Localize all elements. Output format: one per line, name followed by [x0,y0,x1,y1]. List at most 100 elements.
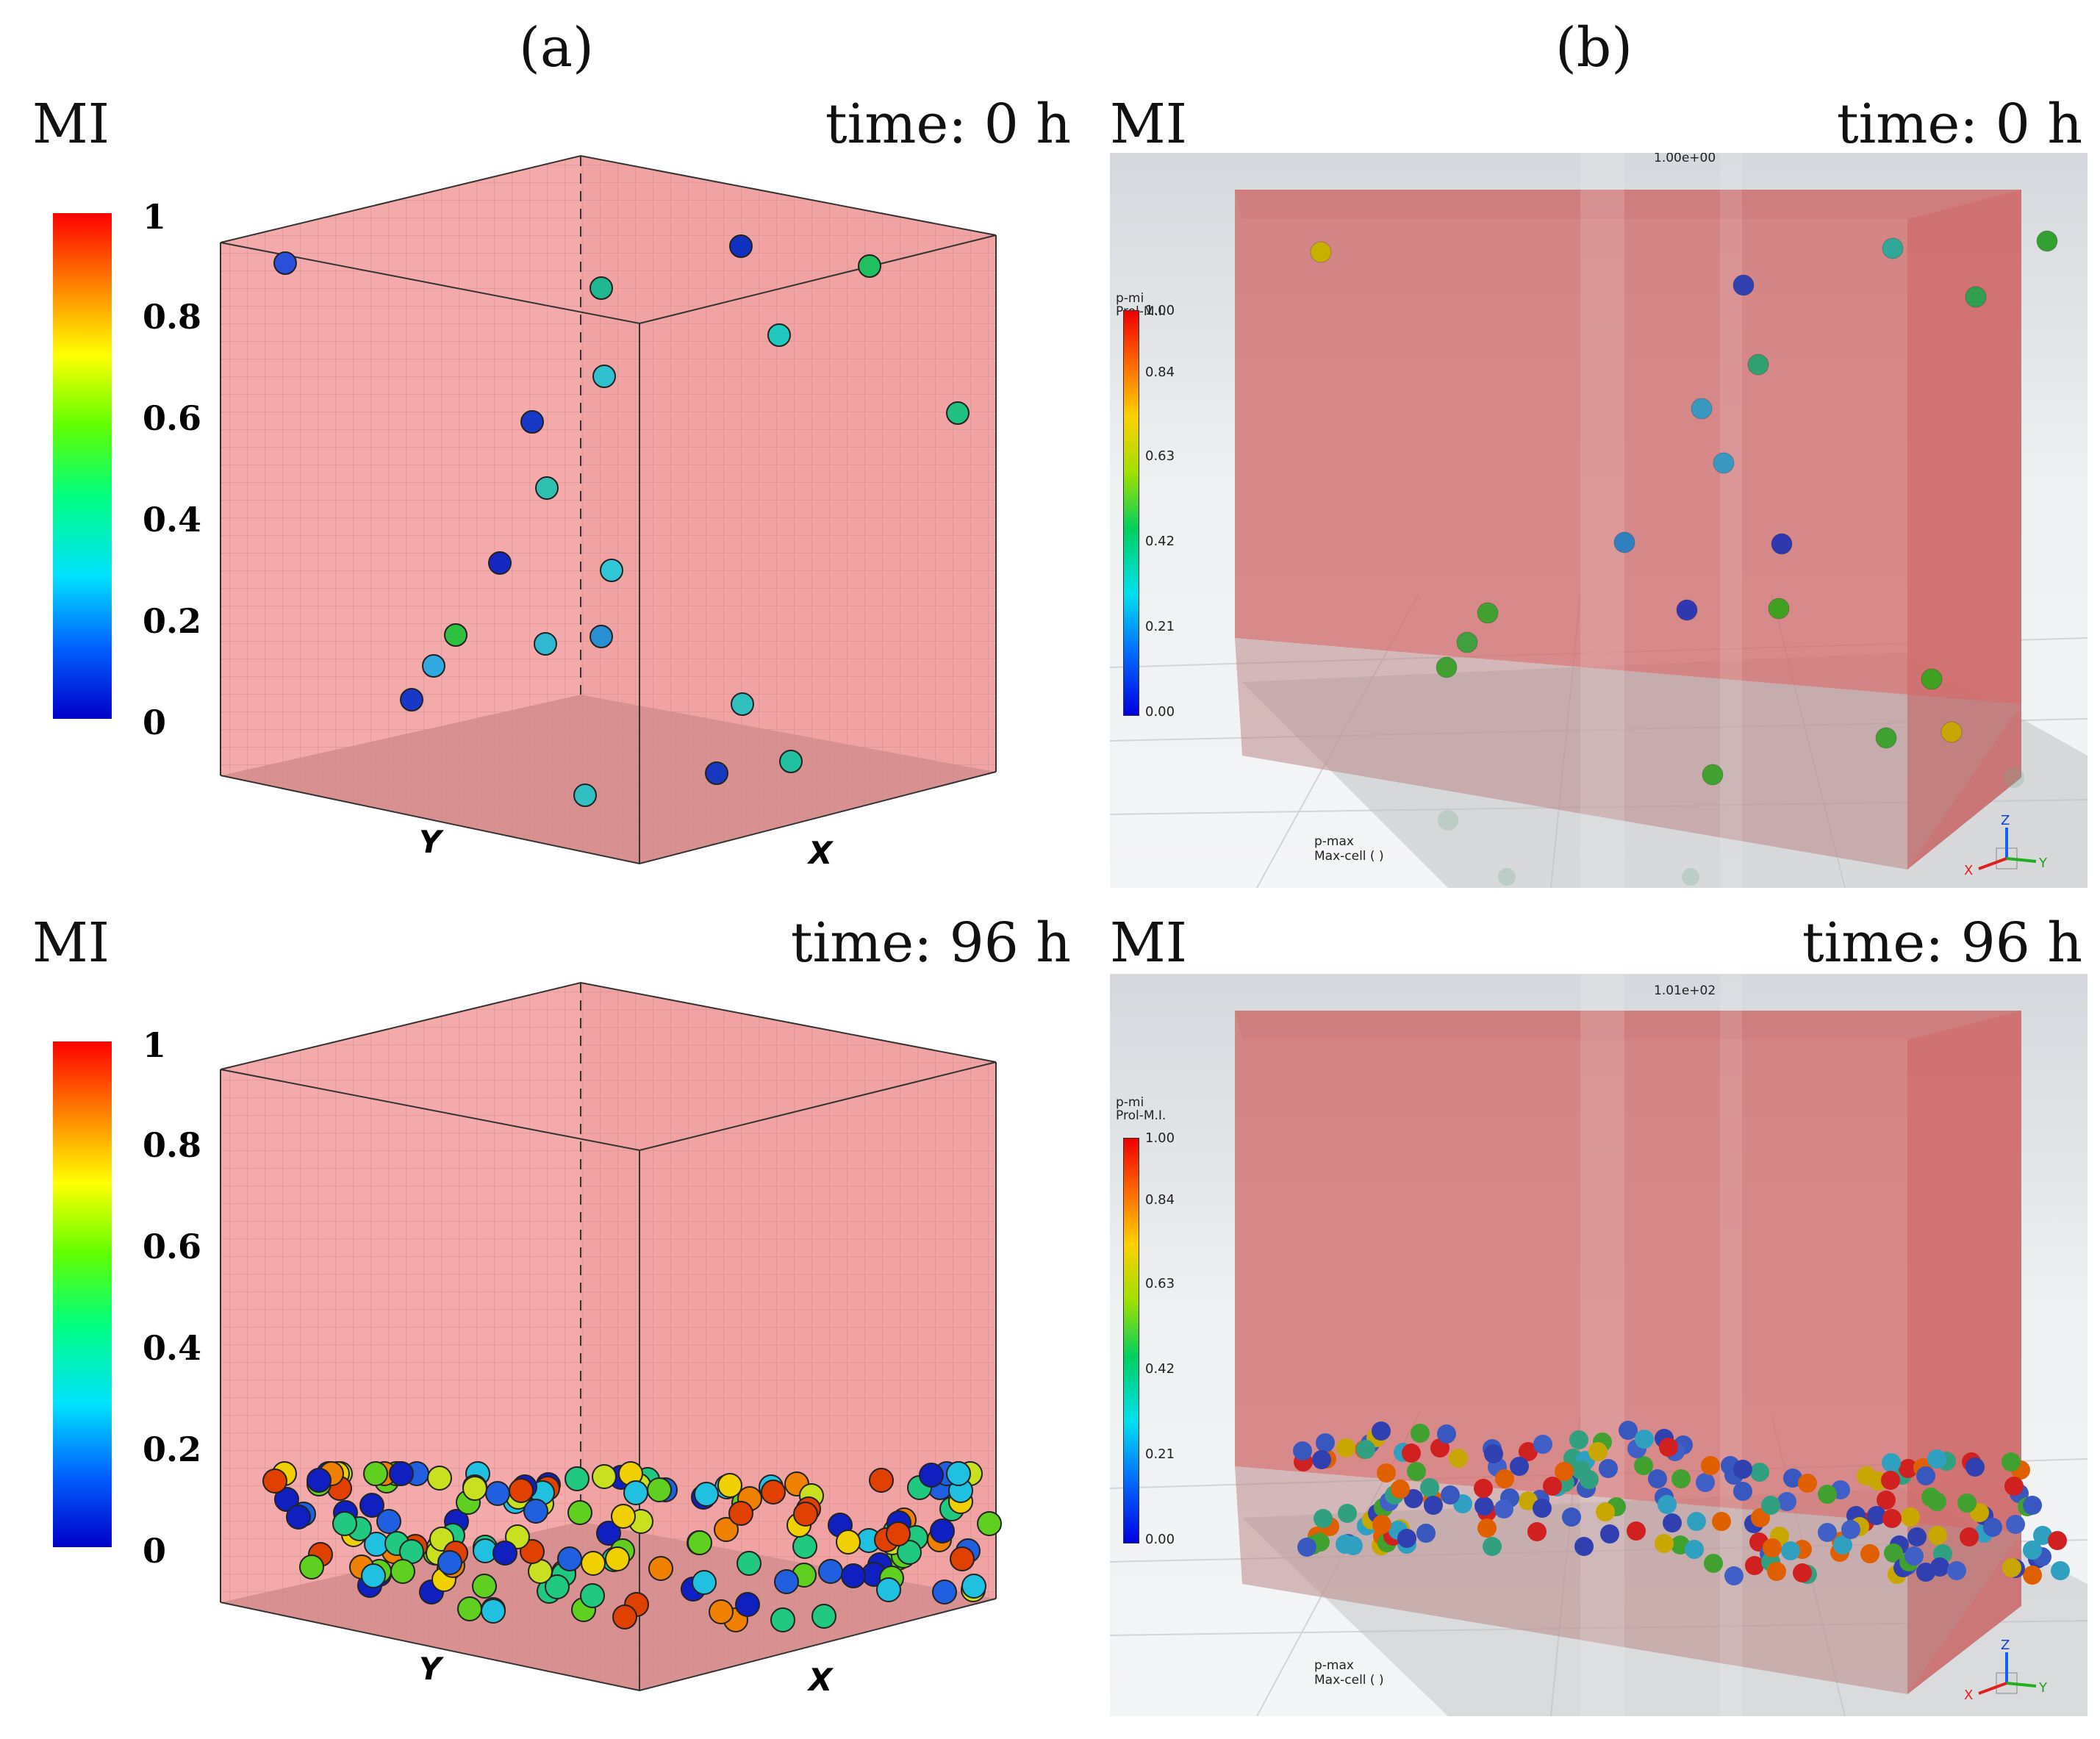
cell-sphere [437,1550,462,1575]
panel-a-bottom: 1 0.8 0.6 0.4 0.2 0 Y X [0,974,1073,1709]
cell-sphere [1449,1449,1468,1468]
cell-sphere [648,1556,673,1581]
cell-sphere [1402,1444,1421,1463]
cell-sphere [485,1481,510,1506]
cell-sphere [623,1480,648,1505]
cell-sphere [1798,1474,1817,1493]
cell-sphere [1572,1460,1591,1480]
cell-spheres [262,1461,1002,1632]
cell-sphere [1596,1502,1615,1521]
cell-sphere [2023,1566,2042,1585]
cell-sphere [1750,1463,1769,1482]
column-label-b: (b) [1555,16,1633,79]
cell-sphere [792,1534,817,1559]
cell-sphere [1781,1541,1800,1560]
colorbar-tick: 0.6 [143,398,202,438]
cell-sphere [2002,1558,2021,1577]
cell-sphere [950,1546,975,1571]
cell-sphere [307,1468,332,1493]
cell-sphere [472,1574,497,1599]
cell-sphere [1474,1479,1493,1498]
cell-sphere [1293,1441,1312,1460]
colorbar-b-top [1123,310,1139,716]
cell-sphere [1562,1507,1581,1527]
cell-sphere [1965,1457,1985,1477]
cell-sphere [1907,1527,1927,1546]
cell-sphere [427,1466,452,1491]
cell-sphere [876,1577,901,1602]
cell-sphere [1627,1521,1646,1541]
cell-sphere [2023,1496,2042,1515]
cell-sphere [605,1546,630,1571]
colorbar-tick: 0.00 [1145,1532,1175,1547]
time-label-b-bottom: time: 96 h [1802,911,2082,975]
svg-text:Y: Y [2038,1680,2048,1696]
colorbar-tick: 0.84 [1145,1192,1175,1208]
cell-sphere [1519,1442,1538,1461]
cell-sphere [1312,1450,1331,1469]
cell-sphere [1957,1494,1977,1513]
mi-label-a-bottom: MI [32,911,110,975]
cell-sphere [1411,1424,1430,1443]
cell-sphere [1297,1538,1316,1557]
cell-sphere [1543,1477,1562,1496]
cell-sphere [1928,1526,1947,1545]
cell-sphere [1867,1506,1886,1525]
cell-sphere [1704,1554,1723,1573]
cell-sphere [1338,1504,1357,1523]
cell-sphere [1483,1537,1502,1556]
cell-sphere [361,1563,386,1588]
colorbar-tick: 0.63 [1145,448,1175,464]
cell-sphere [1983,1518,2002,1537]
render-box-front [1235,190,2021,704]
cell-sphere [1372,1421,1391,1441]
cell-sphere [1377,1463,1396,1482]
colorbar-tick: 0.21 [1145,619,1175,634]
cell-sphere [1474,1496,1494,1516]
cell-sphere [687,1530,712,1555]
cell-sphere [1336,1438,1355,1457]
cell-sphere [1927,1449,1946,1469]
cell-sphere [709,1599,734,1624]
cell-sphere [1356,1440,1375,1459]
cell-sphere [1916,1466,1935,1485]
cell-sphere [1960,1527,1979,1546]
cell-sphere [1655,1534,1674,1553]
cell-sphere [869,1468,894,1493]
cell-sphere [1877,1491,1896,1510]
cell-sphere [1494,1499,1513,1519]
cell-sphere [492,1541,517,1566]
cell-sphere [1484,1444,1503,1463]
svg-text:Y: Y [2038,856,2048,871]
axis-y-label: Y [419,1651,444,1687]
cell-sphere [1569,1430,1588,1449]
cell-sphere [1527,1522,1547,1541]
time-label-a-top: time: 0 h [825,93,1071,156]
cell-sphere [2002,1452,2021,1471]
top-value-label: 1.00e+00 [1654,153,1716,165]
cell-sphere [841,1563,866,1588]
cell-sphere [1600,1524,1619,1543]
cell-sphere [1420,1478,1439,1497]
cell-sphere [611,1504,636,1529]
panel-a-top: 1 0.8 0.6 0.4 0.2 0 Y X [0,147,1073,882]
cell-sphere [1833,1535,1852,1555]
cell-sphere [1663,1513,1682,1532]
cell-sphere [1724,1566,1744,1585]
cell-spheres [1293,1421,2070,1585]
cell-sphere [1437,1424,1456,1444]
colorbar-title-line1: p-mi [1116,1095,1144,1110]
cell-sphere [1921,1488,1940,1507]
colorbar-b-bottom [1123,1138,1139,1543]
axis-x-label: X [806,835,834,871]
cell-sphere [596,1521,621,1546]
cell-sphere [1761,1496,1780,1515]
legend-max-cell: Max-cell ( ) [1314,849,1384,864]
cell-sphere [1314,1509,1333,1528]
cell-sphere [1687,1512,1706,1531]
cell-sphere [1648,1469,1667,1488]
cell-sphere [692,1570,717,1595]
cell-sphere [836,1530,861,1555]
cell-sphere [1882,1509,1902,1528]
cell-sphere [1899,1459,1918,1478]
